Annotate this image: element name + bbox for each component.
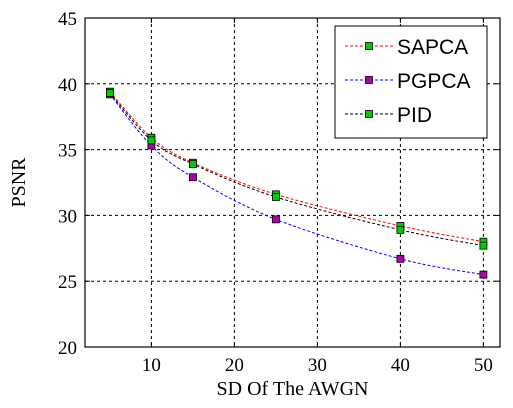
- data-point-pid: [188, 160, 197, 168]
- data-point-pgpca: [188, 173, 197, 182]
- x-tick-label: 10: [142, 355, 161, 376]
- y-axis-label: PSNR: [8, 157, 30, 208]
- data-point-pgpca: [396, 254, 405, 263]
- legend-label-sapca: SAPCA: [397, 36, 468, 59]
- legend-marker-pid: [365, 110, 373, 118]
- data-point-pid: [106, 89, 114, 97]
- data-point-pid: [147, 136, 156, 145]
- x-tick-label: 20: [225, 355, 244, 376]
- data-point-pgpca: [479, 270, 488, 279]
- data-point-pid: [396, 225, 405, 234]
- tick-layer: 20 25 30 35 40 45 10 20 30 40 50: [58, 9, 500, 376]
- data-point-pgpca: [271, 215, 280, 224]
- legend-box: [334, 25, 488, 139]
- x-axis-label: SD Of The AWGN: [217, 378, 369, 400]
- y-tick-label: 30: [58, 206, 77, 227]
- x-tick-label: 40: [391, 355, 410, 376]
- data-point-pid: [479, 241, 488, 250]
- y-tick-label: 35: [58, 141, 77, 162]
- legend-marker-pgpca: [365, 76, 373, 84]
- series-layer: [106, 87, 488, 279]
- x-tick-label: 30: [308, 355, 327, 376]
- x-tick-label: 50: [474, 355, 493, 376]
- legend-label-pgpca: PGPCA: [397, 70, 471, 93]
- legend-label-pid: PID: [397, 104, 432, 127]
- y-tick-label: 40: [58, 75, 77, 96]
- data-point-pid: [271, 193, 280, 201]
- y-tick-label: 25: [58, 272, 77, 293]
- plot-frame: [84, 17, 501, 348]
- y-tick-label: 20: [58, 338, 77, 359]
- y-tick-label: 45: [58, 9, 77, 30]
- legend: SAPCA PGPCA PID: [334, 25, 488, 139]
- legend-marker-sapca: [365, 42, 373, 50]
